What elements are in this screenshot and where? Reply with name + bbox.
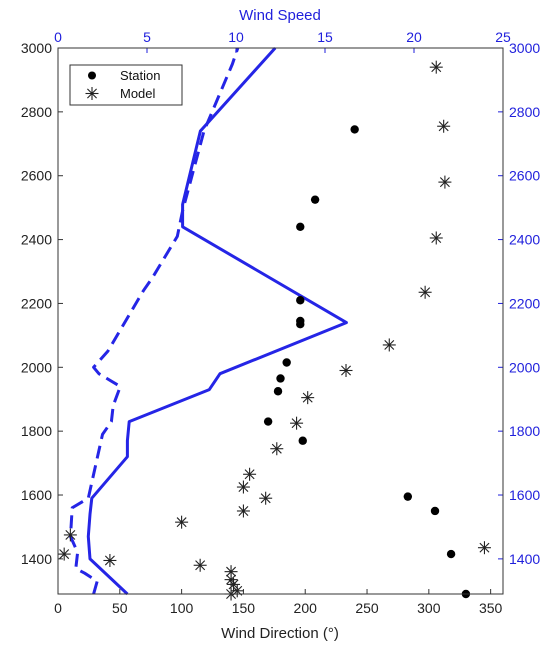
model-point <box>429 60 443 74</box>
bottom-tick-label: 100 <box>170 600 194 616</box>
left-tick-label: 1800 <box>21 423 52 439</box>
model-point <box>193 558 207 572</box>
station-point <box>350 125 359 134</box>
legend-model-marker <box>85 87 99 100</box>
right-tick-label: 2000 <box>509 359 540 375</box>
left-tick-label: 1600 <box>21 487 52 503</box>
station-point <box>276 374 285 383</box>
right-tick-label: 2800 <box>509 104 540 120</box>
model-point <box>418 285 432 299</box>
top-tick-label: 25 <box>495 29 511 45</box>
right-tick-label: 1400 <box>509 551 540 567</box>
model-point <box>270 442 284 456</box>
left-tick-label: 2400 <box>21 232 52 248</box>
right-tick-label: 1600 <box>509 487 540 503</box>
station-point <box>298 436 307 445</box>
legend-box <box>69 64 183 106</box>
left-tick-label: 2200 <box>21 295 52 311</box>
right-tick-label: 2600 <box>509 168 540 184</box>
model-point <box>437 119 451 133</box>
model-point <box>301 391 315 405</box>
legend-model-label: Model <box>120 86 156 101</box>
left-tick-label: 2000 <box>21 359 52 375</box>
right-tick-label: 2200 <box>509 295 540 311</box>
bottom-tick-label: 350 <box>479 600 503 616</box>
top-tick-label: 5 <box>143 29 151 45</box>
station-point <box>282 358 291 367</box>
plot-frame <box>57 47 504 595</box>
station-point <box>296 296 305 305</box>
model-point <box>339 363 353 377</box>
bottom-tick-label: 200 <box>294 600 318 616</box>
station-point <box>273 387 283 396</box>
tick-labels: 0 50 100 150 200 250 300 350 0 5 10 15 20 25 1400 1400 1… <box>21 29 541 616</box>
bottom-tick-label: 250 <box>355 600 379 616</box>
model-point <box>224 565 238 579</box>
model-point <box>236 504 250 518</box>
model-point <box>438 175 452 189</box>
station-point <box>446 549 456 559</box>
station-point <box>263 417 273 426</box>
left-tick-label: 2800 <box>21 104 52 120</box>
model-point <box>63 528 77 542</box>
bottom-tick-label: 50 <box>112 600 128 616</box>
model-point <box>259 491 273 505</box>
model-point <box>429 231 443 245</box>
model-point <box>477 541 491 555</box>
right-tick-label: 1800 <box>509 423 540 439</box>
model-point <box>290 416 304 430</box>
left-tick-label: 1400 <box>21 551 52 567</box>
model-point <box>103 553 117 567</box>
top-tick-label: 15 <box>317 29 333 45</box>
wind-direction-markers <box>57 60 491 601</box>
model-point <box>236 480 250 494</box>
legend: Station Model <box>69 64 183 106</box>
top-tick-label: 10 <box>228 29 244 45</box>
left-tick-label: 2600 <box>21 168 52 184</box>
left-tick-label: 3000 <box>21 40 52 56</box>
x-axis-title-bottom: Wind Direction (°) <box>221 625 339 642</box>
legend-asterisk-glyph <box>85 87 99 100</box>
model-point <box>243 467 257 481</box>
station-point <box>296 316 305 326</box>
top-tick-label: 0 <box>54 29 62 45</box>
wind-speed-lines <box>69 46 348 596</box>
model-point <box>175 515 189 529</box>
right-tick-label: 3000 <box>509 40 540 56</box>
model-point <box>57 547 71 561</box>
bottom-tick-label: 300 <box>417 600 441 616</box>
legend-station-label: Station <box>120 68 160 83</box>
right-tick-label: 2400 <box>509 232 540 248</box>
station-point <box>403 492 413 501</box>
x-axis-title-top: Wind Speed <box>239 7 321 24</box>
bottom-tick-label: 150 <box>232 600 256 616</box>
model-point <box>230 584 244 598</box>
station-point <box>310 195 320 204</box>
wind-speed-dashed-line <box>69 47 240 595</box>
model-point <box>382 338 396 352</box>
bottom-tick-label: 0 <box>54 600 62 616</box>
station-point <box>296 222 305 232</box>
legend-station-marker <box>88 71 96 80</box>
top-tick-label: 20 <box>406 29 422 45</box>
station-point <box>430 506 440 516</box>
